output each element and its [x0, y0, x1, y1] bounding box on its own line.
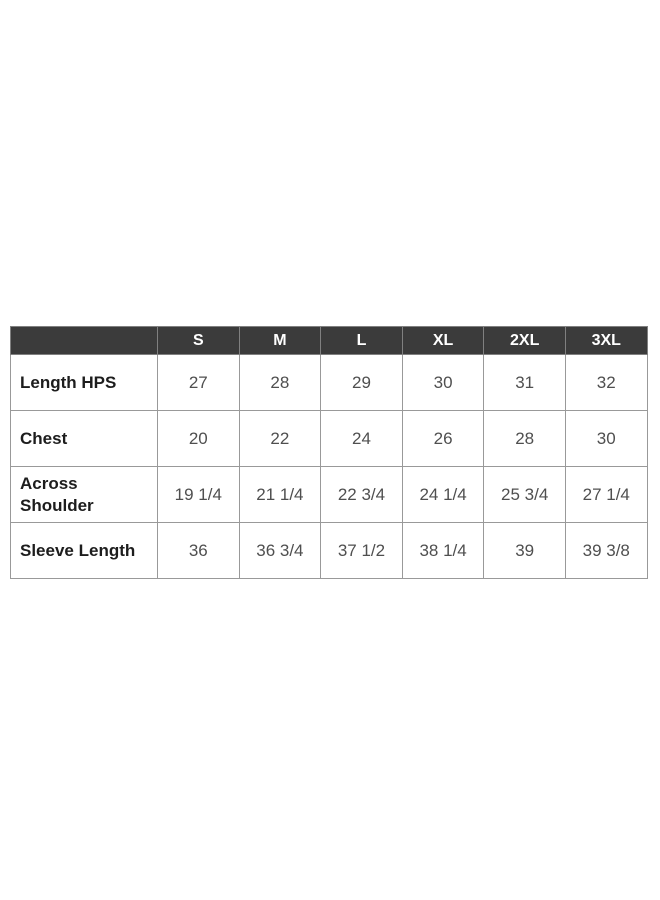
table-row-length-hps: Length HPS 27 28 29 30 31 32 [10, 354, 648, 411]
cell-value: 27 1/4 [564, 466, 648, 523]
cell-value: 38 1/4 [401, 522, 485, 579]
cell-value: 24 [320, 410, 403, 467]
cell-value: 21 1/4 [238, 466, 322, 523]
cell-value: 30 [401, 354, 485, 411]
cell-value: 20 [157, 410, 240, 467]
cell-value: 19 1/4 [157, 466, 240, 523]
header-cell-size-3xl: 3XL [564, 326, 648, 355]
header-cell-size-m: M [238, 326, 322, 355]
table-row-across-shoulder: Across Shoulder 19 1/4 21 1/4 22 3/4 24 … [10, 466, 648, 523]
cell-value: 36 3/4 [238, 522, 322, 579]
row-label-text: Across Shoulder [20, 474, 94, 515]
header-cell-size-l: L [320, 326, 403, 355]
row-label-length-hps: Length HPS [10, 354, 158, 411]
cell-value: 37 1/2 [320, 522, 403, 579]
cell-value: 30 [564, 410, 648, 467]
cell-value: 39 3/8 [564, 522, 648, 579]
header-cell-size-2xl: 2XL [483, 326, 566, 355]
cell-value: 25 3/4 [483, 466, 566, 523]
row-label-chest: Chest [10, 410, 158, 467]
cell-value: 39 [483, 522, 566, 579]
cell-value: 32 [564, 354, 648, 411]
cell-value: 27 [157, 354, 240, 411]
size-chart-header-row: S M L XL 2XL 3XL [10, 326, 648, 355]
table-row-chest: Chest 20 22 24 26 28 30 [10, 410, 648, 467]
cell-value: 26 [401, 410, 485, 467]
cell-value: 28 [238, 354, 322, 411]
row-label-across-shoulder: Across Shoulder [10, 466, 158, 523]
table-row-sleeve-length: Sleeve Length 36 36 3/4 37 1/2 38 1/4 39… [10, 522, 648, 579]
cell-value: 24 1/4 [401, 466, 485, 523]
cell-value: 22 3/4 [320, 466, 403, 523]
cell-value: 29 [320, 354, 403, 411]
header-cell-size-s: S [157, 326, 240, 355]
cell-value: 31 [483, 354, 566, 411]
header-cell-blank [10, 326, 158, 355]
row-label-sleeve-length: Sleeve Length [10, 522, 158, 579]
size-chart-table: S M L XL 2XL 3XL Length HPS 27 28 29 30 … [10, 326, 648, 579]
cell-value: 22 [238, 410, 322, 467]
header-cell-size-xl: XL [401, 326, 485, 355]
cell-value: 36 [157, 522, 240, 579]
cell-value: 28 [483, 410, 566, 467]
